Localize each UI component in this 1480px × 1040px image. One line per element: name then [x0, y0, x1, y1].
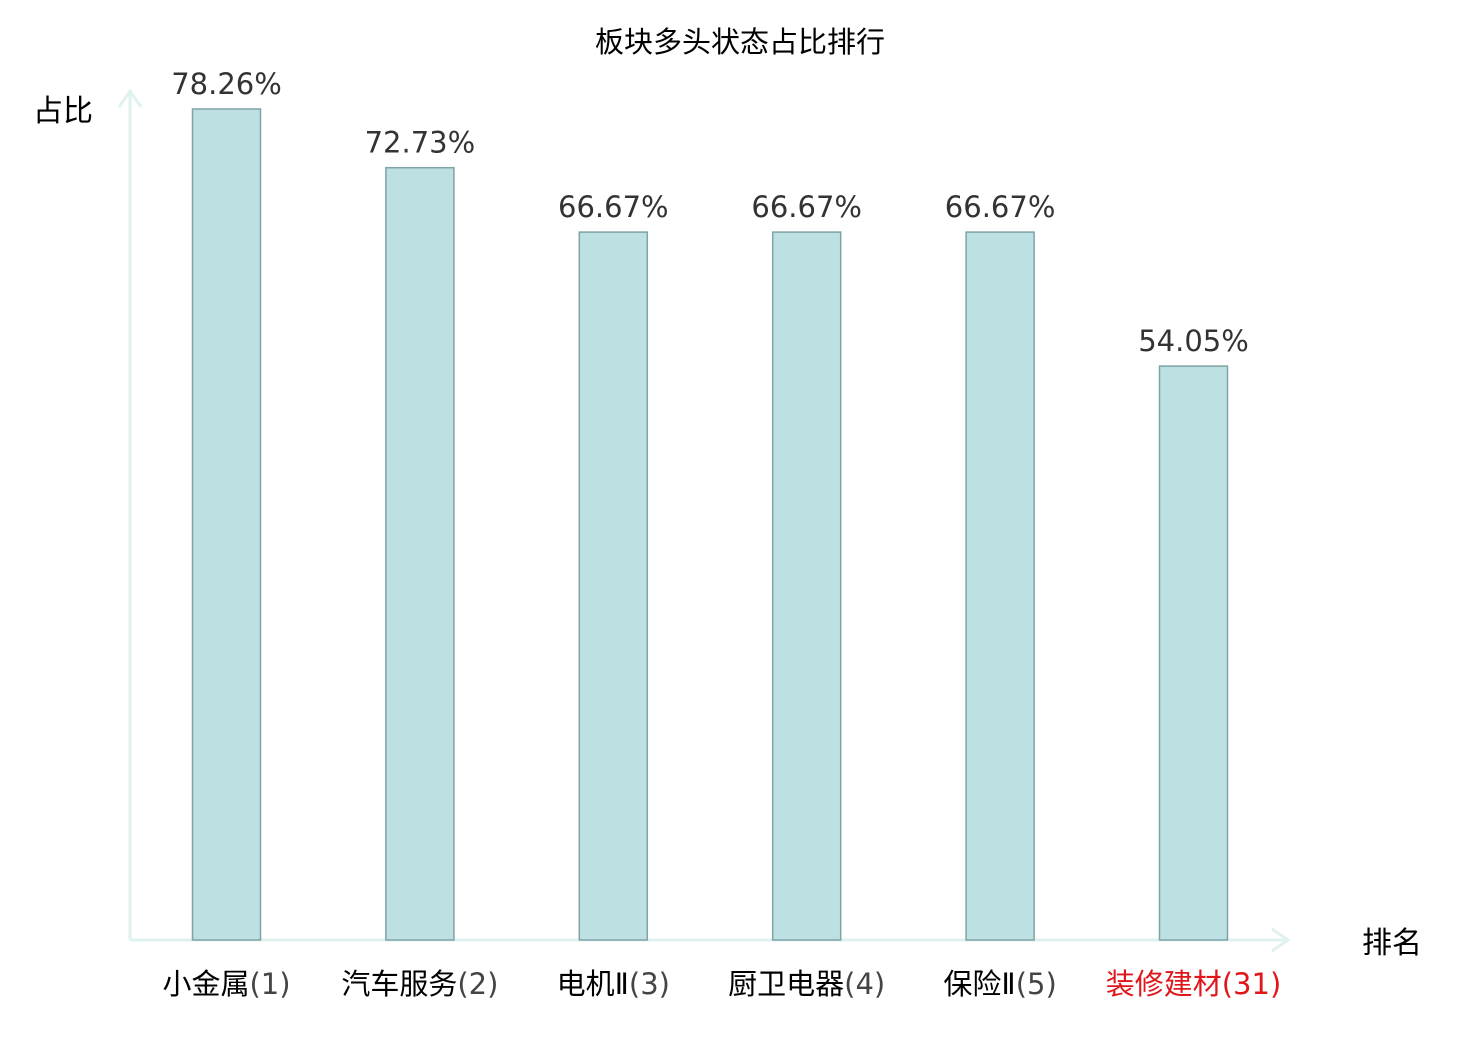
bar-6 [1158, 365, 1229, 941]
value-label-1: 78.26% [171, 67, 282, 101]
bar-4 [771, 231, 842, 941]
value-label-3: 66.67% [558, 190, 669, 224]
bar-3 [578, 231, 649, 941]
x-tick-name: 小金属 [162, 967, 249, 1001]
y-axis-arrow [117, 88, 143, 108]
bar-2 [385, 166, 455, 941]
x-tick-rank: (2) [457, 967, 498, 1001]
x-tick-name: 保险Ⅱ [943, 967, 1015, 1001]
x-tick-name: 汽车服务 [341, 967, 457, 1001]
bars-group [191, 108, 1229, 941]
y-axis [117, 88, 143, 940]
x-tick-label-5: 保险Ⅱ(5) [943, 967, 1056, 1001]
value-label-6: 54.05% [1138, 324, 1249, 358]
x-tick-label-1: 小金属(1) [162, 967, 290, 1001]
x-axis-arrow [1271, 927, 1291, 953]
x-tick-rank: (1) [249, 967, 290, 1001]
x-tick-label-4: 厨卫电器(4) [728, 967, 885, 1001]
chart-title: 板块多头状态占比排行 [595, 25, 885, 59]
x-tick-rank: (31) [1222, 967, 1282, 1001]
value-label-4: 66.67% [751, 190, 862, 224]
x-tick-name: 装修建材 [1106, 967, 1222, 1001]
x-tick-rank: (4) [844, 967, 885, 1001]
x-tick-rank: (3) [629, 967, 670, 1001]
x-tick-name: 电机Ⅱ [557, 967, 629, 1001]
x-tick-label-6: 装修建材(31) [1106, 967, 1282, 1001]
x-tick-label-2: 汽车服务(2) [341, 967, 498, 1001]
value-labels-group: 78.26% 72.73% 66.67% 66.67% 66.67% 54.05% [171, 67, 1249, 358]
x-axis [130, 927, 1291, 953]
x-axis-label: 排名 [1362, 926, 1422, 961]
x-tick-name: 厨卫电器 [728, 967, 844, 1001]
y-axis-label: 占比 [33, 94, 93, 129]
x-tick-labels-group: 小金属(1) 汽车服务(2) 电机Ⅱ(3) 厨卫电器(4) 保险Ⅱ(5) 装修建材(31) [162, 967, 1281, 1001]
x-tick-label-3: 电机Ⅱ(3) [557, 967, 670, 1001]
value-label-5: 66.67% [945, 190, 1056, 224]
value-label-2: 72.73% [365, 126, 476, 160]
x-tick-rank: (5) [1016, 967, 1057, 1001]
bar-1 [191, 108, 262, 941]
bar-5 [965, 231, 1035, 941]
